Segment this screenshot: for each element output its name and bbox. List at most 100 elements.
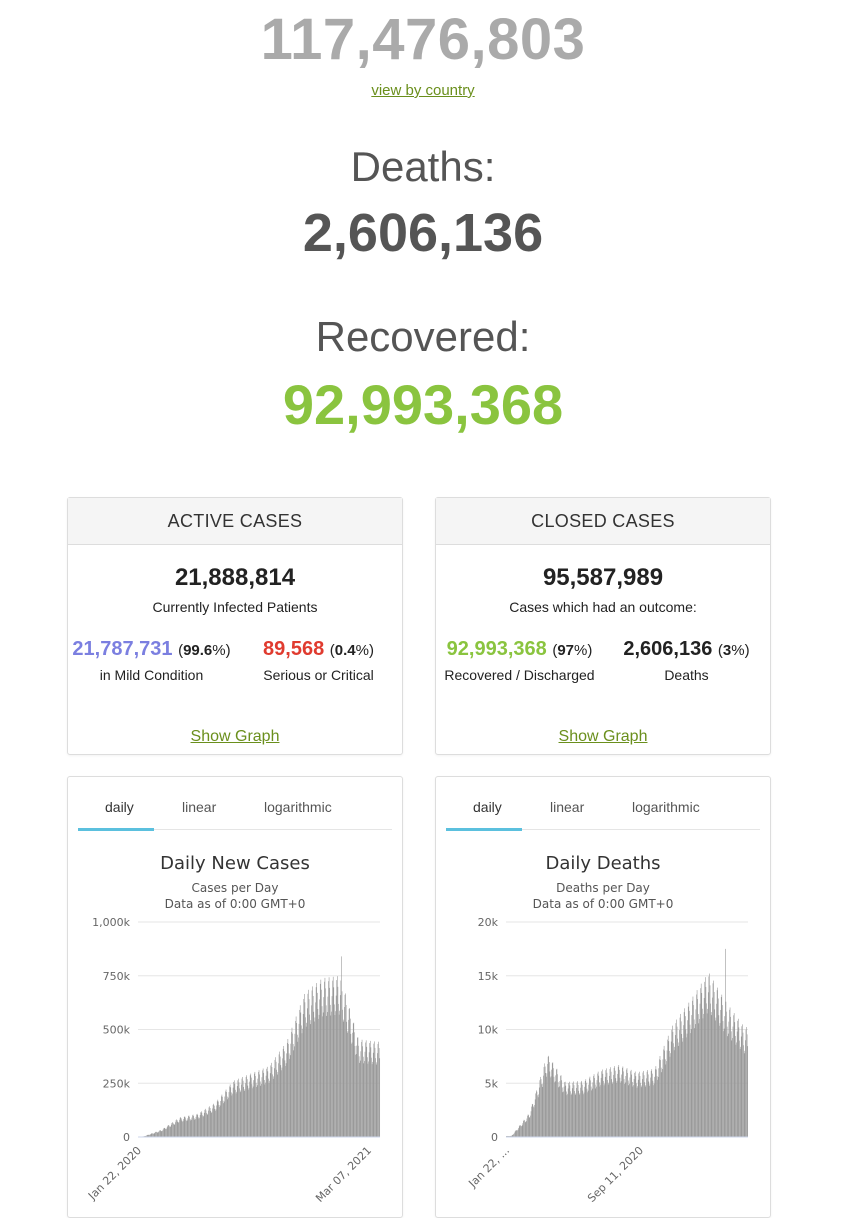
bar: [214, 1106, 215, 1137]
bar: [733, 1015, 734, 1137]
active-show-graph-link[interactable]: Show Graph: [68, 728, 402, 746]
bar: [744, 1051, 745, 1137]
bar: [663, 1049, 664, 1137]
bar: [525, 1122, 526, 1137]
bar: [255, 1072, 256, 1137]
bar: [183, 1121, 184, 1137]
bar: [212, 1108, 213, 1137]
bar: [729, 1022, 730, 1137]
bar: [353, 1023, 354, 1137]
bar: [571, 1095, 572, 1137]
bar: [283, 1049, 284, 1137]
bar: [326, 1016, 327, 1137]
bar: [610, 1069, 611, 1137]
bar: [372, 1064, 373, 1137]
bar: [354, 1023, 355, 1137]
bar: [565, 1086, 566, 1137]
bar: [637, 1088, 638, 1137]
bar: [573, 1083, 574, 1137]
bar: [708, 992, 709, 1137]
bar: [653, 1085, 654, 1137]
bar: [669, 1051, 670, 1137]
bar: [549, 1062, 550, 1137]
bar: [376, 1065, 377, 1137]
bar: [371, 1047, 372, 1137]
bar: [683, 1025, 684, 1137]
bar: [335, 1011, 336, 1137]
y-tick-label: 250k: [103, 1077, 131, 1090]
y-tick-label: 0: [491, 1131, 498, 1144]
bar: [605, 1077, 606, 1137]
bar: [538, 1097, 539, 1137]
bar: [564, 1082, 565, 1137]
bar: [311, 1020, 312, 1137]
bar: [622, 1068, 623, 1137]
bar: [346, 1022, 347, 1137]
bar: [336, 996, 337, 1137]
bar: [580, 1093, 581, 1137]
bar: [556, 1070, 557, 1137]
bar: [167, 1127, 168, 1137]
bar: [291, 1032, 292, 1137]
bar: [173, 1124, 174, 1137]
bar: [251, 1078, 252, 1137]
bar: [664, 1051, 665, 1137]
bar: [729, 1010, 730, 1137]
bar: [181, 1118, 182, 1137]
bar: [710, 1004, 711, 1137]
bar: [612, 1084, 613, 1137]
bar: [282, 1058, 283, 1137]
bar: [301, 1025, 302, 1137]
bar: [691, 1015, 692, 1137]
bar: [648, 1074, 649, 1137]
bar: [667, 1040, 668, 1137]
bar: [238, 1079, 239, 1137]
bar: [695, 1024, 696, 1137]
bar: [629, 1084, 630, 1137]
recovered-discharged-pct: 97: [557, 642, 574, 659]
bar: [271, 1063, 272, 1137]
bar: [273, 1079, 274, 1137]
bar: [332, 981, 333, 1137]
bar: [303, 999, 304, 1137]
bar: [244, 1091, 245, 1137]
view-by-country-link[interactable]: view by country: [0, 82, 846, 100]
bar: [676, 1020, 677, 1137]
bar: [243, 1087, 244, 1137]
bar: [160, 1130, 161, 1137]
view-by-country-label[interactable]: view by country: [371, 82, 474, 99]
bar: [195, 1119, 196, 1137]
bar: [543, 1076, 544, 1137]
bar: [572, 1088, 573, 1137]
bar: [718, 999, 719, 1137]
bar: [603, 1074, 604, 1137]
bar: [210, 1108, 211, 1137]
bar: [558, 1082, 559, 1137]
bar: [295, 1034, 296, 1137]
bar: [696, 995, 697, 1137]
bar: [246, 1077, 247, 1137]
bar: [305, 1017, 306, 1137]
bar: [253, 1080, 254, 1137]
bar: [180, 1117, 181, 1137]
bar: [606, 1070, 607, 1137]
bar: [298, 1038, 299, 1137]
bar: [376, 1062, 377, 1137]
bar: [650, 1084, 651, 1137]
bar: [732, 1040, 733, 1137]
mild-condition-pct: 99.6: [183, 642, 212, 659]
bar: [608, 1083, 609, 1137]
y-tick-label: 1,000k: [92, 916, 130, 929]
bar: [256, 1087, 257, 1137]
bar: [553, 1068, 554, 1137]
bar: [743, 1033, 744, 1137]
bar: [671, 1030, 672, 1137]
closed-show-graph-link[interactable]: Show Graph: [436, 728, 770, 746]
bar: [665, 1059, 666, 1137]
bar: [676, 1023, 677, 1137]
bar: [536, 1090, 537, 1137]
bar: [670, 1057, 671, 1137]
bar: [706, 987, 707, 1137]
bar: [306, 1023, 307, 1137]
chart-subtitle-1: Deaths per Day: [556, 881, 650, 895]
